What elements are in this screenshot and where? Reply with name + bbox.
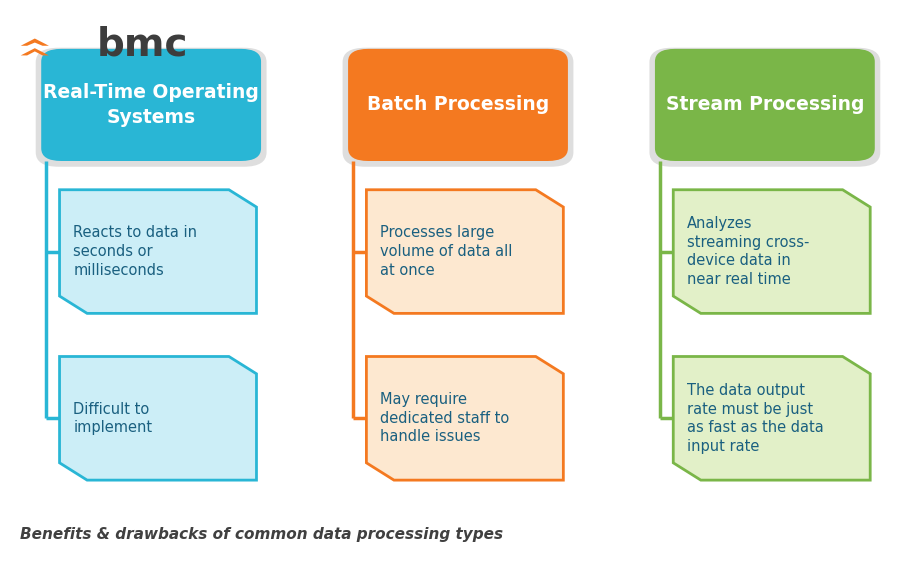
Polygon shape [60, 190, 256, 313]
FancyBboxPatch shape [343, 48, 573, 167]
FancyBboxPatch shape [655, 49, 875, 161]
FancyBboxPatch shape [41, 49, 261, 161]
Text: The data output
rate must be just
as fast as the data
input rate: The data output rate must be just as fas… [687, 383, 823, 454]
Text: Reacts to data in
seconds or
milliseconds: Reacts to data in seconds or millisecond… [73, 225, 197, 278]
FancyBboxPatch shape [348, 49, 568, 161]
Polygon shape [673, 190, 870, 313]
Text: Analyzes
streaming cross-
device data in
near real time: Analyzes streaming cross- device data in… [687, 216, 810, 287]
Polygon shape [673, 356, 870, 480]
Text: Batch Processing: Batch Processing [367, 95, 549, 114]
Text: bmc: bmc [97, 25, 189, 63]
Text: Stream Processing: Stream Processing [666, 95, 864, 114]
Text: Real-Time Operating
Systems: Real-Time Operating Systems [43, 83, 259, 127]
Polygon shape [366, 190, 563, 313]
Polygon shape [21, 39, 49, 46]
FancyBboxPatch shape [649, 48, 880, 167]
Polygon shape [21, 48, 49, 55]
FancyBboxPatch shape [36, 48, 267, 167]
Polygon shape [60, 356, 256, 480]
Text: Benefits & drawbacks of common data processing types: Benefits & drawbacks of common data proc… [20, 527, 503, 542]
Polygon shape [366, 356, 563, 480]
Text: May require
dedicated staff to
handle issues: May require dedicated staff to handle is… [380, 392, 509, 444]
Text: Difficult to
implement: Difficult to implement [73, 401, 152, 435]
Text: Processes large
volume of data all
at once: Processes large volume of data all at on… [380, 225, 513, 278]
